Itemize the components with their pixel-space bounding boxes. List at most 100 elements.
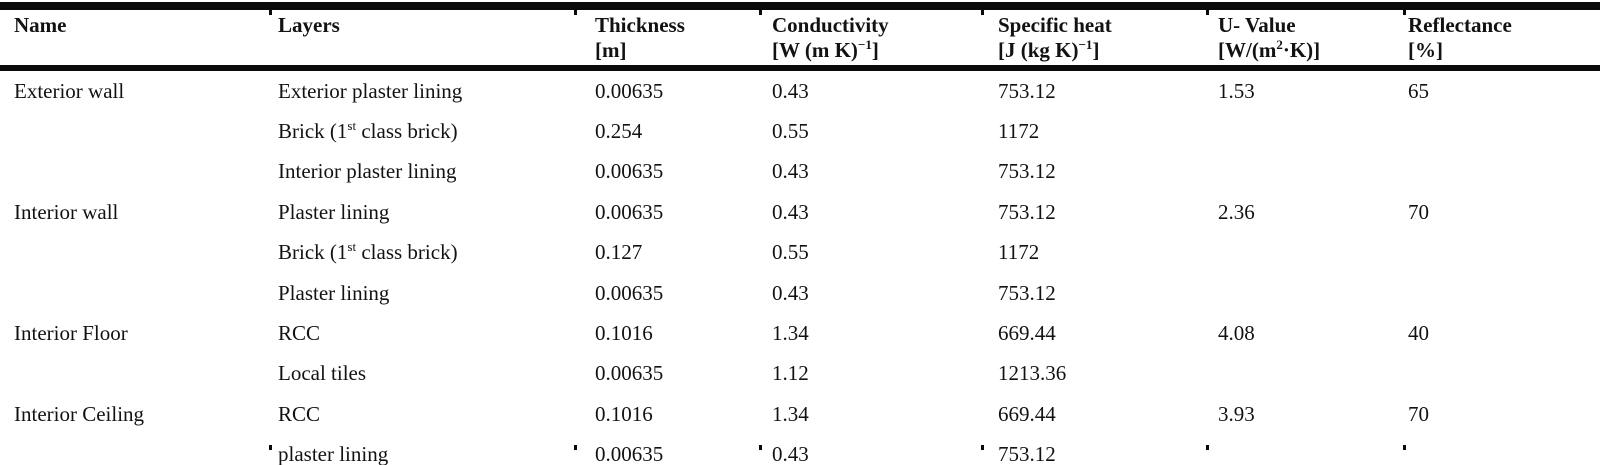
cell-layer: Brick (1st class brick) — [278, 239, 458, 265]
header-row: Name Layers Thickness [m] Conductivity [… — [0, 6, 1600, 71]
cell-layer: Exterior plaster lining — [278, 78, 463, 103]
cell-thickness: 0.00635 — [595, 442, 664, 465]
cell-thickness: 0.1016 — [595, 321, 653, 346]
header-label: Reflectance — [1408, 13, 1512, 37]
cell-u-value: 3.93 — [1218, 401, 1255, 426]
table-row: Interior wall Plaster lining 0.00635 0.4… — [0, 192, 1600, 232]
cell-boundary-tick — [574, 66, 577, 71]
header-label: Specific heat — [998, 13, 1112, 37]
cell-conductivity: 0.43 — [772, 159, 809, 184]
cell-reflectance — [1404, 273, 1600, 313]
cell-u-value — [1207, 233, 1404, 273]
table-row: Brick (1st class brick) 0.254 0.55 1172 — [0, 111, 1600, 151]
header-label: Conductivity — [772, 13, 889, 37]
cell-specific-heat: 753.12 — [998, 199, 1056, 224]
cell-thickness: 0.00635 — [595, 159, 664, 184]
cell-reflectance — [1404, 152, 1600, 192]
cell-boundary-tick — [1403, 445, 1406, 450]
cell-u-value: 1.53 — [1218, 78, 1255, 103]
cell-layer: Brick (1st class brick) — [278, 118, 458, 144]
cell-u-value — [1207, 435, 1404, 465]
cell-name — [0, 273, 270, 313]
cell-specific-heat: 753.12 — [998, 442, 1056, 465]
column-header-layers: Layers — [270, 6, 575, 71]
cell-name — [0, 354, 270, 394]
header-unit: [J (kg K)−1] — [998, 37, 1100, 62]
cell-reflectance: 40 — [1408, 321, 1429, 346]
cell-boundary-tick — [759, 10, 762, 15]
cell-reflectance — [1404, 435, 1600, 465]
column-header-reflectance: Reflectance [%] — [1404, 6, 1600, 71]
column-header-name: Name — [0, 6, 270, 71]
header-label: Layers — [278, 13, 340, 37]
cell-boundary-tick — [269, 66, 272, 71]
table-row: plaster lining 0.00635 0.43 753.12 — [0, 435, 1600, 465]
cell-u-value: 2.36 — [1218, 199, 1255, 224]
cell-layer: Interior plaster lining — [278, 159, 457, 184]
cell-thickness: 0.00635 — [595, 199, 664, 224]
cell-conductivity: 0.43 — [772, 199, 809, 224]
cell-reflectance: 70 — [1408, 199, 1429, 224]
cell-layer: Plaster lining — [278, 280, 390, 305]
cell-name — [0, 152, 270, 192]
table-row: Brick (1st class brick) 0.127 0.55 1172 — [0, 233, 1600, 273]
cell-layer: RCC — [278, 321, 321, 346]
cell-thickness: 0.00635 — [595, 280, 664, 305]
cell-name: Interior wall — [14, 199, 119, 224]
column-header-thickness: Thickness [m] — [575, 6, 760, 71]
cell-layer: Local tiles — [278, 361, 367, 386]
cell-name: Interior Ceiling — [14, 401, 145, 426]
table-row: Plaster lining 0.00635 0.43 753.12 — [0, 273, 1600, 313]
cell-thickness: 0.00635 — [595, 361, 664, 386]
cell-reflectance — [1404, 111, 1600, 151]
cell-specific-heat: 753.12 — [998, 280, 1056, 305]
header-unit: [W (m K)−1] — [772, 37, 879, 62]
header-label: U- Value — [1218, 13, 1296, 37]
cell-specific-heat: 753.12 — [998, 159, 1056, 184]
cell-conductivity: 1.34 — [772, 401, 809, 426]
header-label: Thickness — [595, 13, 685, 37]
cell-thickness: 0.254 — [595, 119, 643, 144]
cell-layer: plaster lining — [278, 442, 389, 465]
cell-specific-heat: 669.44 — [998, 401, 1056, 426]
cell-name — [0, 233, 270, 273]
column-header-specific-heat: Specific heat [J (kg K)−1] — [982, 6, 1207, 71]
cell-conductivity: 1.34 — [772, 321, 809, 346]
cell-name — [0, 435, 270, 465]
cell-boundary-tick — [574, 445, 577, 450]
table-row: Exterior wall Exterior plaster lining 0.… — [0, 68, 1600, 111]
cell-conductivity: 0.55 — [772, 119, 809, 144]
cell-specific-heat: 1213.36 — [998, 361, 1067, 386]
cell-u-value — [1207, 152, 1404, 192]
cell-boundary-tick — [1403, 66, 1406, 71]
cell-boundary-tick — [981, 445, 984, 450]
cell-u-value: 4.08 — [1218, 321, 1255, 346]
cell-conductivity: 1.12 — [772, 361, 809, 386]
cell-specific-heat: 669.44 — [998, 321, 1056, 346]
cell-boundary-tick — [981, 10, 984, 15]
cell-name — [0, 111, 270, 151]
cell-boundary-tick — [269, 10, 272, 15]
table-row: Interior Floor RCC 0.1016 1.34 669.44 4.… — [0, 313, 1600, 353]
cell-boundary-tick — [1403, 10, 1406, 15]
cell-boundary-tick — [1206, 445, 1209, 450]
table-row: Local tiles 0.00635 1.12 1213.36 — [0, 354, 1600, 394]
cell-boundary-tick — [574, 10, 577, 15]
cell-reflectance — [1404, 354, 1600, 394]
cell-name: Exterior wall — [14, 78, 125, 103]
column-header-conductivity: Conductivity [W (m K)−1] — [760, 6, 982, 71]
header-unit: [m] — [595, 38, 627, 62]
cell-thickness: 0.127 — [595, 240, 643, 265]
cell-conductivity: 0.43 — [772, 442, 809, 465]
cell-u-value — [1207, 273, 1404, 313]
cell-u-value — [1207, 111, 1404, 151]
cell-reflectance: 65 — [1408, 78, 1429, 103]
cell-name: Interior Floor — [14, 321, 128, 346]
cell-boundary-tick — [269, 445, 272, 450]
column-header-u-value: U- Value [W/(m2·K)] — [1207, 6, 1404, 71]
cell-reflectance: 70 — [1408, 401, 1429, 426]
cell-boundary-tick — [1206, 10, 1209, 15]
